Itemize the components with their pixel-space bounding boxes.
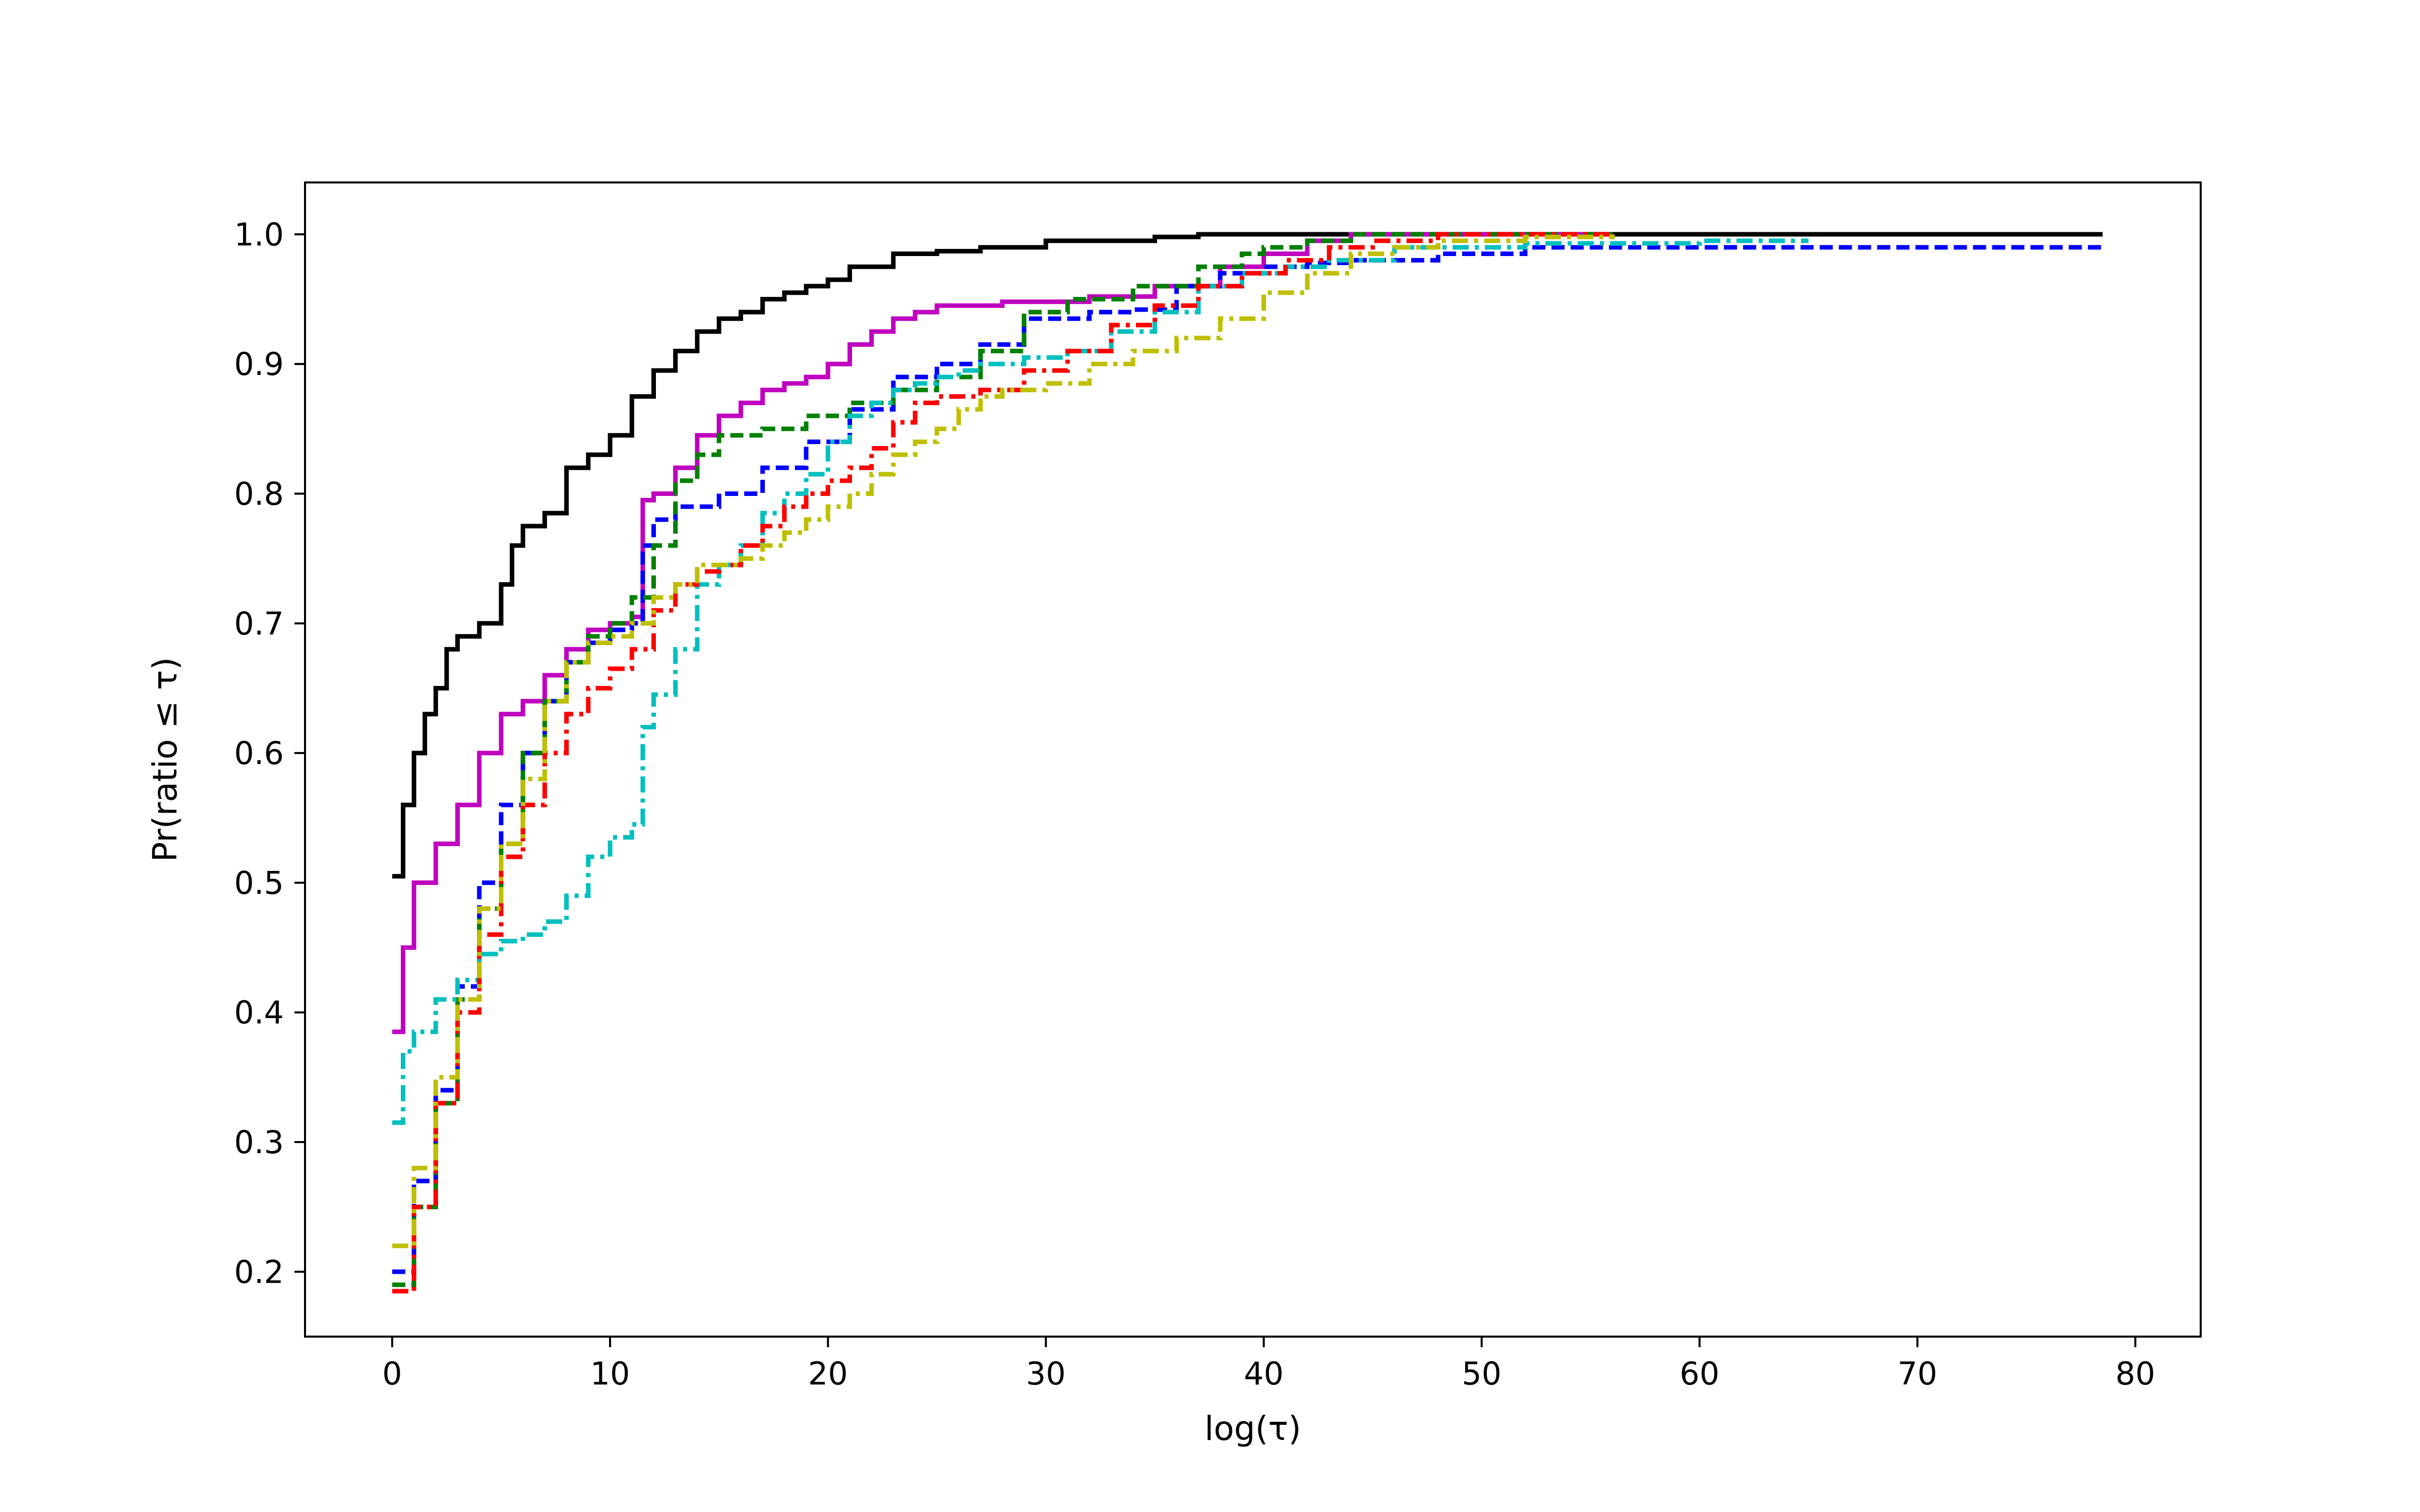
x-tick-label: 10 bbox=[590, 1355, 630, 1392]
series-layer bbox=[392, 232, 2103, 1294]
series-line-2 bbox=[392, 232, 1613, 1034]
x-tick-label: 70 bbox=[1898, 1355, 1938, 1392]
series-line-3 bbox=[392, 245, 2103, 1274]
series-line-5 bbox=[392, 238, 1809, 1125]
y-tick-label: 1.0 bbox=[234, 216, 284, 253]
x-axis-label: log(τ) bbox=[1204, 1409, 1301, 1448]
x-axis: 0 10 20 30 40 50 60 70 80 bbox=[382, 1337, 2155, 1392]
y-tick-label: 0.5 bbox=[234, 864, 284, 901]
y-tick-label: 0.4 bbox=[234, 994, 284, 1031]
series-line-1 bbox=[392, 232, 2103, 879]
y-tick-label: 0.2 bbox=[234, 1253, 284, 1290]
y-tick-label: 0.3 bbox=[234, 1124, 284, 1161]
x-tick-label: 80 bbox=[2115, 1355, 2155, 1392]
x-tick-label: 30 bbox=[1026, 1355, 1066, 1392]
x-tick-label: 50 bbox=[1462, 1355, 1501, 1392]
plot-frame bbox=[304, 181, 2202, 1338]
x-tick-label: 40 bbox=[1244, 1355, 1284, 1392]
y-tick-label: 0.7 bbox=[234, 605, 284, 642]
series-line-6 bbox=[392, 232, 1613, 1294]
series-line-4 bbox=[392, 232, 1613, 1287]
y-tick-label: 0.9 bbox=[234, 346, 284, 383]
y-axis-label: Pr(ratio ≤ τ) bbox=[146, 657, 185, 862]
y-tick-label: 0.8 bbox=[234, 476, 284, 513]
x-tick-label: 60 bbox=[1680, 1355, 1720, 1392]
series-line-7 bbox=[392, 234, 1615, 1248]
y-tick-label: 0.6 bbox=[234, 735, 284, 772]
x-tick-label: 0 bbox=[382, 1355, 402, 1392]
y-axis: 0.2 0.3 0.4 0.5 0.6 0.7 0.8 0.9 1.0 bbox=[234, 216, 305, 1290]
x-tick-label: 20 bbox=[808, 1355, 848, 1392]
